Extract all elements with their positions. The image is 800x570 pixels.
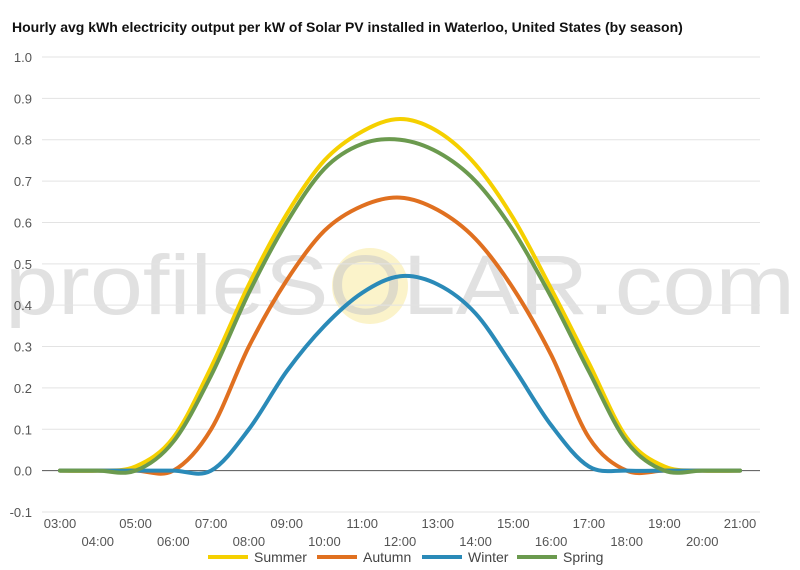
legend-label-winter: Winter	[468, 549, 509, 565]
y-tick-label: 0.1	[14, 422, 32, 437]
x-tick-label: 15:00	[497, 516, 530, 531]
x-tick-label: 20:00	[686, 534, 719, 549]
grid-lines	[42, 56, 760, 513]
x-tick-label: 19:00	[648, 516, 681, 531]
x-tick-label: 13:00	[422, 516, 455, 531]
watermark-text: profileSOLAR.com	[5, 248, 795, 328]
y-tick-label: 0.9	[14, 91, 32, 106]
x-tick-label: 11:00	[346, 516, 378, 531]
y-tick-label: 0.2	[14, 381, 32, 396]
x-tick-label: 16:00	[535, 534, 568, 549]
legend: Summer Autumn Winter Spring	[208, 549, 603, 565]
legend-label-autumn: Autumn	[363, 549, 411, 565]
x-tick-label: 14:00	[459, 534, 492, 549]
legend-label-spring: Spring	[563, 549, 603, 565]
x-tick-label: 10:00	[308, 534, 341, 549]
y-axis: -0.1 0.0 0.1 0.2 0.3 0.4 0.5 0.6 0.7 0.8 0.9 1.0	[10, 50, 32, 520]
series-lines	[58, 117, 742, 476]
series-line-spring	[58, 137, 742, 475]
y-tick-label: 0.8	[14, 133, 32, 148]
x-tick-label: 06:00	[157, 534, 190, 549]
y-tick-label: 1.0	[14, 50, 32, 65]
x-tick-label: 07:00	[195, 516, 228, 531]
x-tick-label: 09:00	[270, 516, 303, 531]
x-tick-label: 08:00	[233, 534, 266, 549]
y-tick-label: -0.1	[10, 505, 32, 520]
series-line-winter	[58, 273, 742, 476]
y-tick-label: 0.7	[14, 174, 32, 189]
series-line-autumn	[58, 195, 742, 476]
legend-label-summer: Summer	[254, 549, 307, 565]
x-axis: 03:00 04:00 05:00 06:00 07:00 08:00 09:00 10:00…	[44, 516, 757, 549]
y-tick-label: 0.4	[14, 298, 32, 313]
x-tick-label: 12:00	[384, 534, 417, 549]
x-tick-label: 18:00	[610, 534, 643, 549]
y-tick-label: 0.3	[14, 340, 32, 355]
x-tick-label: 03:00	[44, 516, 77, 531]
x-tick-label: 04:00	[82, 534, 115, 549]
y-tick-label: 0.0	[14, 464, 32, 479]
x-tick-label: 05:00	[119, 516, 152, 531]
y-tick-label: 0.6	[14, 215, 32, 230]
x-tick-label: 17:00	[573, 516, 606, 531]
x-tick-label: 21:00	[724, 516, 757, 531]
chart-title: Hourly avg kWh electricity output per kW…	[12, 19, 683, 35]
watermark: profileSOLAR.com	[5, 248, 795, 328]
y-tick-label: 0.5	[14, 257, 32, 272]
series-line-summer	[58, 117, 742, 473]
